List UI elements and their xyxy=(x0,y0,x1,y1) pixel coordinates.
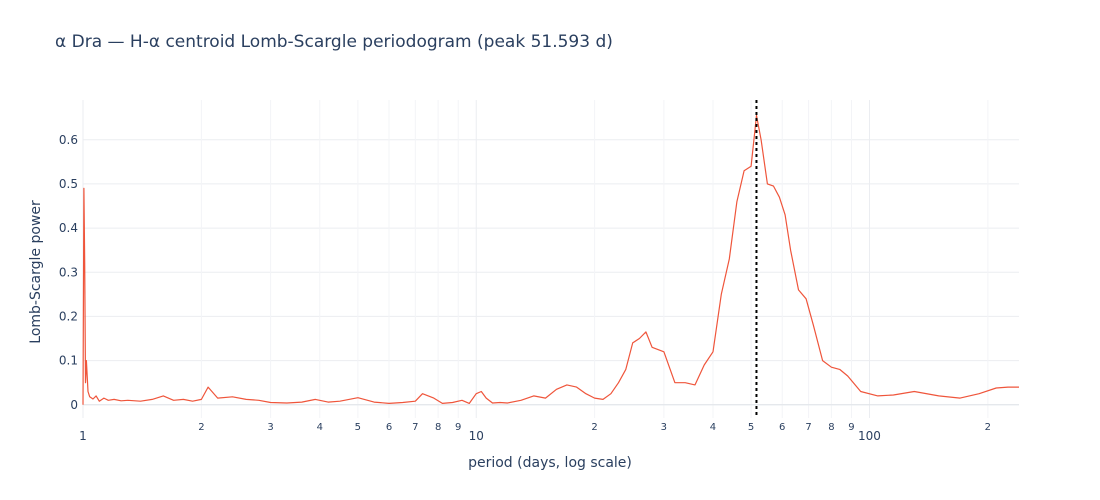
x-minor-tick-label: 4 xyxy=(317,422,323,433)
x-minor-tick-label: 8 xyxy=(828,422,834,433)
x-minor-tick-label: 7 xyxy=(805,422,811,433)
x-minor-tick-label: 8 xyxy=(435,422,441,433)
y-tick-label: 0 xyxy=(70,398,78,412)
y-tick-label: 0.6 xyxy=(59,133,78,147)
grid-layer xyxy=(82,100,1019,418)
x-tick-label: 1 xyxy=(79,429,87,443)
x-minor-tick-label: 2 xyxy=(591,422,597,433)
x-minor-tick-label: 2 xyxy=(198,422,204,433)
y-tick-label: 0.4 xyxy=(59,221,78,235)
x-minor-tick-label: 7 xyxy=(412,422,418,433)
x-minor-tick-label: 3 xyxy=(661,422,667,433)
x-minor-tick-label: 4 xyxy=(710,422,716,433)
periodogram-line xyxy=(82,114,1019,405)
x-minor-tick-label: 3 xyxy=(267,422,273,433)
x-tick-label: 100 xyxy=(858,429,881,443)
x-minor-tick-label: 9 xyxy=(455,422,461,433)
x-minor-tick-label: 9 xyxy=(848,422,854,433)
y-tick-label: 0.5 xyxy=(59,177,78,191)
y-axis-title: Lomb-Scargle power xyxy=(28,200,44,344)
y-tick-label: 0.1 xyxy=(59,354,78,368)
tick-layer: 0 0.1 0.2 0.3 0.4 0.5 0.6 1 10 100 2 3 4 5 6 7 8 9 2 3 4 5 6 7 8… xyxy=(59,133,991,443)
x-tick-label: 10 xyxy=(469,429,484,443)
x-minor-tick-label: 5 xyxy=(748,422,754,433)
x-minor-tick-label: 2 xyxy=(985,422,991,433)
y-tick-label: 0.2 xyxy=(59,309,78,323)
x-minor-tick-label: 6 xyxy=(386,422,392,433)
chart-title: α Dra — H-α centroid Lomb-Scargle period… xyxy=(55,32,613,52)
x-minor-tick-label: 5 xyxy=(355,422,361,433)
x-axis-title: period (days, log scale) xyxy=(468,455,632,471)
y-tick-label: 0.3 xyxy=(59,265,78,279)
series-layer xyxy=(82,114,1019,405)
x-minor-tick-label: 6 xyxy=(779,422,785,433)
